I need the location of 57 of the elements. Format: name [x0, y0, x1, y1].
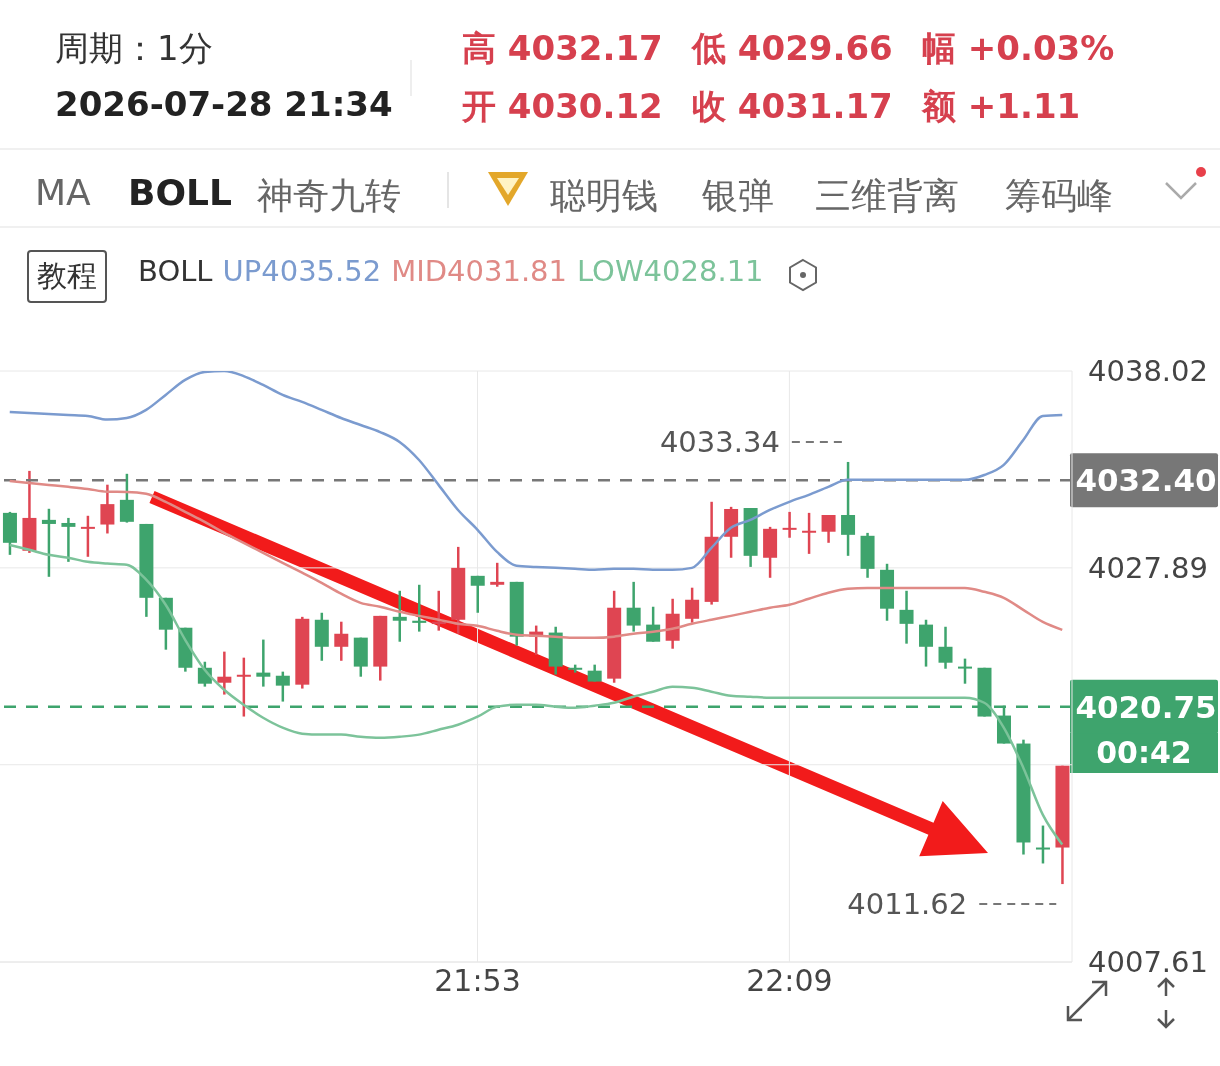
candlestick [841, 460, 856, 558]
annotation: 4033.34 [659, 424, 780, 459]
chart-subtitle: 2026-07-28 21:34 [55, 84, 393, 124]
text: 筹码峰 [1005, 174, 1113, 218]
text: 开 4030.12 [462, 85, 663, 128]
text: 聪明钱 [550, 174, 658, 218]
candlestick [626, 580, 641, 633]
candlestick [938, 625, 953, 670]
text: 额 +1.11 [922, 85, 1081, 128]
y-tick-label: 4038.02 [1088, 354, 1208, 389]
candlestick [217, 650, 232, 696]
chart-title: 周期：1分 [55, 27, 213, 70]
line-series [8, 479, 1064, 640]
text: 幅 +0.03% [922, 27, 1115, 70]
candlestick [899, 589, 914, 645]
y-tick-label: 4007.61 [1088, 945, 1208, 980]
candlestick [256, 638, 271, 688]
x-tick-label: 21:53 [434, 963, 521, 999]
ref-line-label: 4020.75 [1075, 688, 1217, 725]
line-series [8, 371, 1064, 572]
text: 教程 [27, 250, 107, 303]
annotation: 4011.62 [847, 887, 968, 922]
candlestick [41, 507, 56, 579]
candlestick [334, 620, 349, 663]
text: UP4035.52 [222, 254, 382, 288]
text: BOLL [128, 172, 232, 213]
candlestick [802, 511, 817, 556]
text: 00:42 [1070, 732, 1218, 773]
candlestick [412, 583, 427, 633]
candlestick [470, 574, 485, 615]
text: 高 4032.17 [462, 27, 663, 70]
candlestick [119, 472, 134, 524]
legend-title: BOLL [138, 254, 213, 288]
candlestick [275, 670, 290, 703]
y-tick-label: 4027.89 [1088, 551, 1208, 586]
text: 三维背离 [815, 174, 959, 218]
candlestick [100, 483, 115, 535]
text: 银弹 [702, 174, 774, 218]
text: 低 4029.66 [692, 27, 893, 70]
candlestick [782, 510, 797, 539]
candlestick [80, 514, 95, 559]
x-tick-label: 22:09 [746, 963, 833, 999]
candlestick [919, 618, 934, 668]
candlestick [61, 516, 76, 564]
ref-line-label: 4032.40 [1075, 462, 1217, 499]
candlestick [236, 656, 251, 718]
candlestick [821, 513, 836, 545]
candlestick [685, 586, 700, 624]
text: MA [35, 172, 91, 213]
text: MID4031.81 [391, 254, 567, 288]
candlestick [1035, 824, 1050, 865]
candlestick [958, 657, 972, 685]
text: LOW4028.11 [577, 254, 764, 288]
text: 神奇九转 [257, 174, 401, 218]
text: 收 4031.17 [692, 85, 893, 128]
candlestick [392, 589, 407, 643]
candlestick [490, 561, 505, 588]
